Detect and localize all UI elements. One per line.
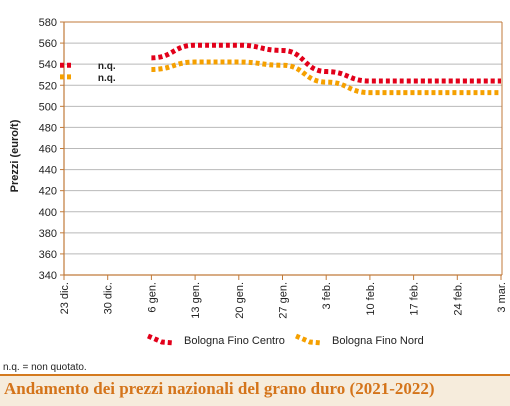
y-tick-label: 440: [39, 165, 57, 177]
x-tick-label: 20 gen.: [234, 282, 246, 319]
y-tick-label: 460: [39, 144, 57, 156]
y-axis-title: Prezzi (euro/t): [9, 119, 21, 192]
legend-label: Bologna Fino Nord: [332, 335, 424, 347]
chart-title: Andamento dei prezzi nazionali del grano…: [4, 379, 435, 398]
nq-annotation: n.q.: [98, 61, 116, 72]
price-chart: 340360380400420440460480500520540560580 …: [9, 17, 508, 347]
x-tick-labels: 23 dic. 30 dic. 6 gen. 13 gen. 20 gen. 27 gen…: [59, 282, 508, 319]
y-tick-label: 360: [39, 249, 57, 261]
y-tick-label: 340: [39, 270, 57, 282]
gridlines: [64, 21, 502, 255]
y-tick-label: 500: [39, 101, 57, 113]
x-tick-label: 30 dic.: [103, 282, 115, 314]
legend: Bologna Fino Centro Bologna Fino Nord: [147, 333, 424, 347]
y-tick-label: 420: [39, 186, 57, 198]
title-band: Andamento dei prezzi nazionali del grano…: [0, 374, 510, 406]
y-tick-labels: 340 360 380 400 420 440 460 480 500 520 540 560 580: [39, 17, 57, 282]
y-tick-label: 540: [39, 59, 57, 71]
axes: [60, 21, 503, 280]
x-tick-label: 3 feb.: [321, 282, 333, 310]
x-tick-label: 3 mar.: [496, 282, 508, 313]
y-tick-label: 380: [39, 228, 57, 240]
x-tick-label: 13 gen.: [190, 282, 202, 319]
x-tick-label: 23 dic.: [59, 282, 71, 314]
x-tick-label: 24 feb.: [452, 282, 464, 316]
y-tick-label: 400: [39, 207, 57, 219]
legend-label: Bologna Fino Centro: [184, 335, 285, 347]
y-tick-label: 560: [39, 38, 57, 50]
series-line: [151, 59, 501, 96]
y-tick-label: 520: [39, 80, 57, 92]
x-tick-label: 17 feb.: [409, 282, 421, 316]
nq-annotation: n.q.: [98, 73, 116, 84]
x-tick-label: 27 gen.: [278, 282, 290, 319]
x-tick-label: 10 feb.: [365, 282, 377, 316]
data-series: [60, 42, 502, 96]
y-tick-label: 480: [39, 122, 57, 134]
y-tick-label: 580: [39, 17, 57, 29]
legend-swatch: [147, 333, 175, 346]
annotations: n.q.n.q.: [98, 61, 116, 84]
legend-swatch: [295, 333, 323, 346]
x-tick-label: 6 gen.: [146, 282, 158, 313]
footnote: n.q. = non quotato.: [3, 362, 87, 373]
series-line: [151, 42, 501, 84]
